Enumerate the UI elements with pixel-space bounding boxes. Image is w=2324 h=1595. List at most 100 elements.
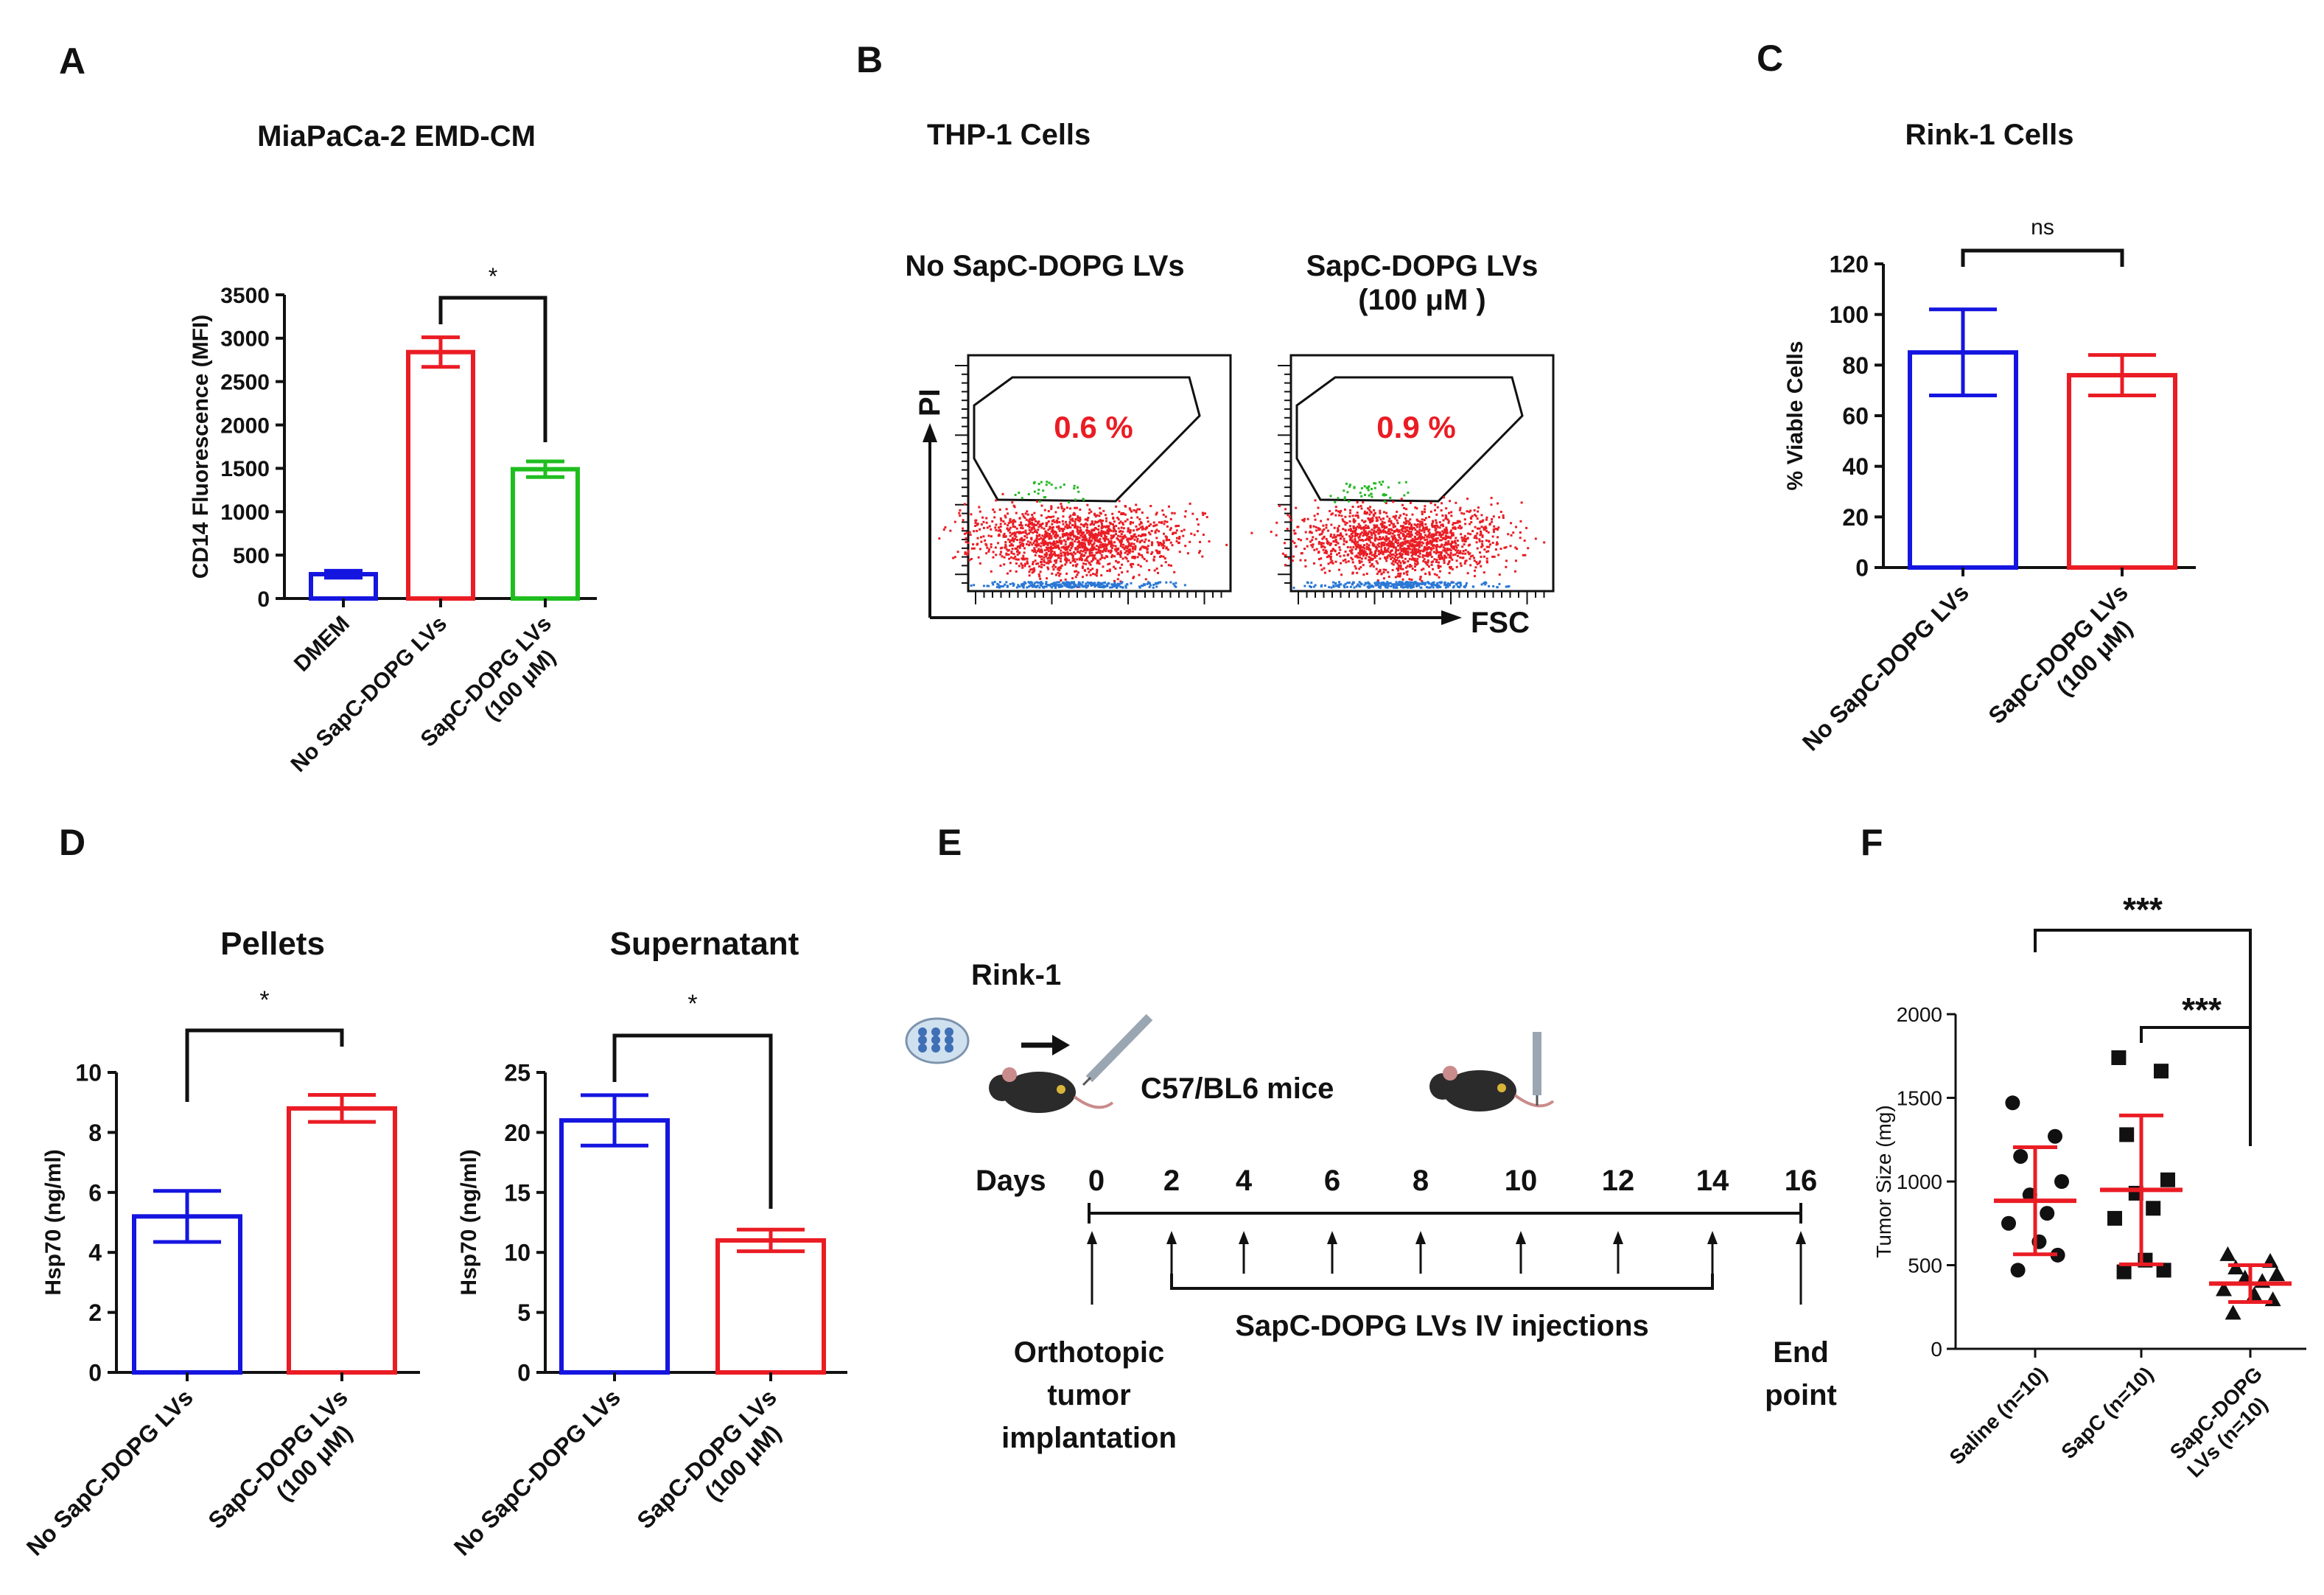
data-point	[2048, 1128, 2062, 1144]
red-event	[1012, 544, 1015, 547]
blue-event	[1068, 584, 1071, 587]
treatment-label: SapC-DOPG LVs IV injections	[1235, 1310, 1649, 1342]
red-event	[1225, 543, 1228, 546]
red-event	[1063, 508, 1065, 511]
red-event	[1446, 547, 1449, 550]
red-event	[1036, 549, 1039, 552]
blue-event	[1085, 582, 1088, 585]
red-event	[1043, 561, 1046, 564]
red-event	[1474, 526, 1477, 528]
day-label: 6	[1324, 1165, 1340, 1197]
red-event	[1402, 551, 1405, 554]
red-event	[1391, 532, 1394, 535]
red-event	[1453, 526, 1456, 529]
red-event	[1071, 517, 1074, 520]
red-event	[1418, 520, 1421, 523]
red-event	[1054, 537, 1057, 540]
red-event	[1139, 540, 1142, 543]
y-tick-label: 25	[504, 1060, 531, 1086]
red-event	[1021, 545, 1024, 548]
red-event	[973, 547, 976, 550]
blue-event	[1427, 586, 1430, 589]
red-event	[1409, 501, 1412, 504]
y-axis-label: Hsp70 (ng/ml)	[41, 1149, 66, 1295]
red-event	[1113, 520, 1116, 523]
red-event	[1141, 554, 1144, 556]
red-event	[1389, 531, 1392, 534]
start-label-line: tumor	[1047, 1379, 1130, 1411]
red-event	[1129, 509, 1132, 512]
blue-event	[1033, 582, 1036, 584]
red-event	[1148, 531, 1151, 534]
red-event	[1153, 569, 1156, 572]
red-event	[1475, 561, 1478, 564]
red-event	[1002, 520, 1005, 523]
blue-event	[1409, 581, 1412, 584]
red-event	[1440, 533, 1443, 536]
red-event	[1126, 553, 1129, 556]
red-event	[1077, 548, 1079, 551]
red-event	[1041, 540, 1044, 543]
plot-title-line: SapC-DOPG LVs	[1306, 250, 1539, 282]
red-event	[1061, 535, 1064, 538]
red-event	[1078, 558, 1081, 561]
red-event	[1093, 526, 1096, 529]
red-event	[1102, 565, 1105, 568]
red-event	[1073, 558, 1076, 561]
red-event	[1055, 526, 1058, 528]
red-event	[1033, 569, 1036, 572]
red-event	[1410, 579, 1413, 582]
red-event	[1350, 533, 1353, 536]
blue-event	[1483, 582, 1485, 584]
red-event	[1130, 510, 1133, 513]
red-event	[1376, 573, 1379, 576]
mouse-tail	[1073, 1095, 1114, 1109]
red-event	[1325, 551, 1328, 554]
red-event	[1100, 526, 1103, 529]
blue-event	[1506, 585, 1509, 588]
red-event	[1361, 538, 1364, 541]
red-event	[1056, 521, 1059, 524]
blue-event	[1027, 585, 1030, 588]
red-event	[1079, 528, 1082, 531]
blue-event	[1323, 584, 1326, 587]
red-event	[1007, 553, 1010, 556]
red-event	[1310, 544, 1313, 547]
red-event	[1421, 510, 1424, 513]
blue-event	[1396, 584, 1399, 587]
red-event	[1329, 544, 1331, 547]
red-event	[1467, 532, 1470, 535]
red-event	[1162, 513, 1165, 516]
red-event	[1345, 533, 1348, 536]
red-event	[1086, 526, 1089, 529]
red-event	[1082, 536, 1085, 539]
red-event	[1040, 504, 1043, 507]
red-event	[1068, 559, 1071, 562]
red-event	[1334, 560, 1337, 563]
red-event	[1057, 517, 1060, 520]
red-event	[1352, 526, 1355, 528]
red-event	[1481, 520, 1484, 523]
red-event	[1152, 559, 1155, 562]
blue-event	[1429, 586, 1432, 589]
red-event	[1083, 539, 1086, 542]
red-event	[1495, 543, 1498, 546]
red-event	[1424, 528, 1427, 531]
red-event	[1356, 555, 1359, 558]
injection-arrowhead	[1796, 1231, 1806, 1244]
red-event	[1314, 518, 1317, 521]
red-event	[986, 546, 989, 549]
green-event	[1373, 482, 1376, 485]
red-event	[1199, 550, 1202, 553]
red-event	[1473, 509, 1476, 512]
red-event	[963, 532, 966, 535]
blue-event	[1373, 582, 1376, 584]
red-event	[1159, 542, 1162, 545]
chart-title: MiaPaCa-2 EMD-CM	[257, 120, 536, 153]
red-event	[1163, 520, 1166, 523]
red-event	[1113, 565, 1116, 568]
red-event	[1081, 539, 1084, 542]
red-event	[1141, 526, 1144, 528]
red-event	[1485, 557, 1488, 560]
blue-event	[1058, 584, 1061, 587]
